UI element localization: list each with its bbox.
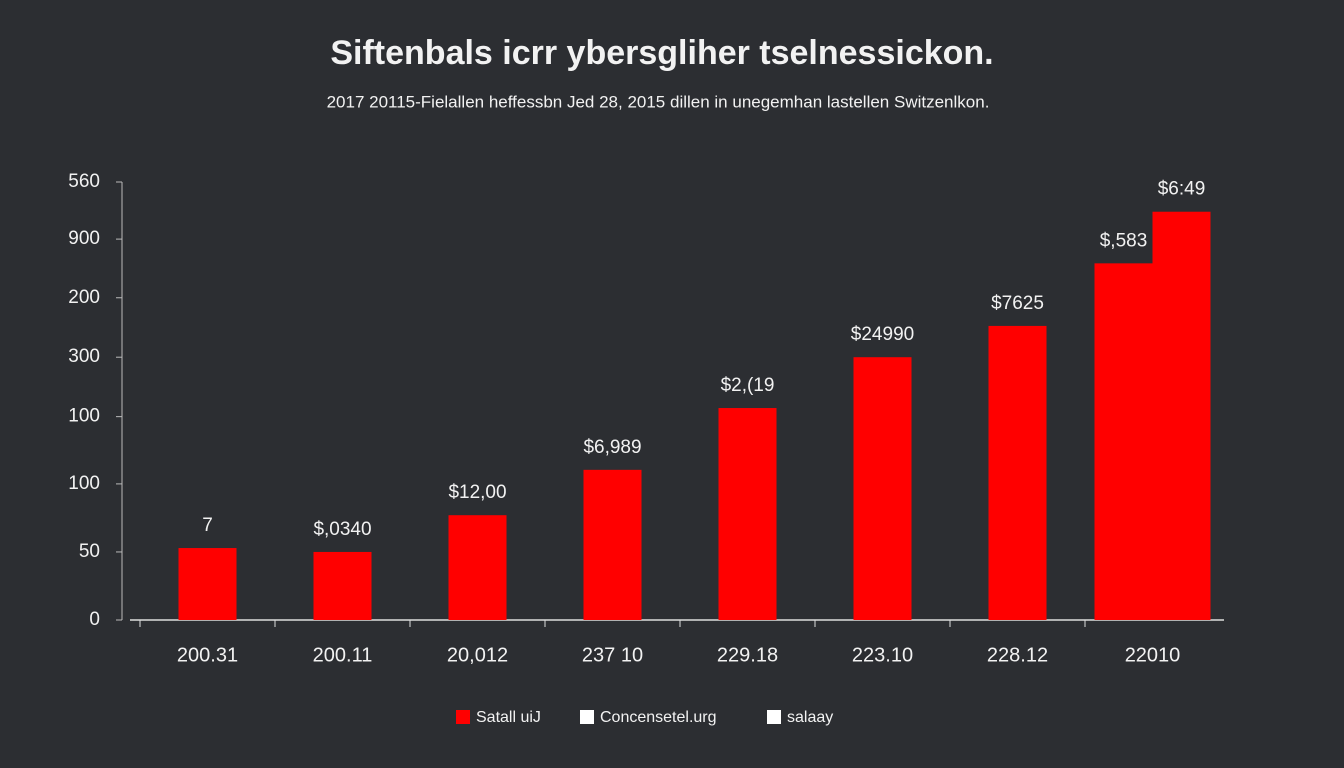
legend-label: Satall uiJ (476, 709, 541, 726)
bar (313, 551, 372, 620)
bar (178, 548, 237, 620)
bar (1094, 263, 1153, 620)
x-tick-label: 200.31 (177, 644, 238, 666)
data-annotation: $,0340 (313, 519, 371, 540)
x-tick-label: 228.12 (987, 644, 1048, 666)
bar (853, 357, 912, 620)
data-annotation: 7 (202, 515, 213, 536)
data-annotation: $7625 (991, 293, 1044, 314)
y-tick-label: 560 (68, 171, 100, 192)
legend-label: Concensetel.urg (600, 709, 717, 726)
y-tick-label: 50 (79, 541, 100, 562)
bar (1152, 211, 1211, 620)
y-tick-label: 200 (68, 287, 100, 308)
data-annotation: $12,00 (448, 482, 506, 503)
y-tick-label: 100 (68, 406, 100, 427)
chart-title: Siftenbals icrr ybersgliher tselnessicko… (330, 34, 993, 72)
y-tick-label: 0 (89, 609, 100, 630)
x-tick-label: 237 10 (582, 644, 643, 666)
x-tick-label: 229.18 (717, 644, 778, 666)
x-tick-label: 200.11 (313, 644, 373, 666)
legend-swatch (767, 710, 781, 724)
x-tick-label: 223.10 (852, 644, 913, 666)
data-annotation: $2,(19 (721, 375, 775, 396)
bar (583, 469, 642, 620)
chart-subtitle: 2017 20115-Fielallen heffessbn Jed 28, 2… (327, 92, 990, 111)
legend-label: salaay (787, 709, 833, 726)
x-tick-label: 20,012 (447, 644, 508, 666)
bar (718, 408, 777, 620)
y-tick-label: 300 (68, 346, 100, 367)
legend-swatch (456, 710, 470, 724)
data-annotation: $6:49 (1158, 179, 1206, 200)
y-tick-label: 100 (68, 473, 100, 494)
x-tick-label: 22010 (1125, 644, 1181, 666)
data-annotation: $6,989 (583, 437, 641, 458)
data-annotation: $,583 (1100, 230, 1148, 251)
bar (448, 515, 507, 620)
bar (988, 325, 1047, 620)
legend-swatch (580, 710, 594, 724)
y-tick-label: 900 (68, 228, 100, 249)
data-annotation: $24990 (851, 324, 914, 345)
